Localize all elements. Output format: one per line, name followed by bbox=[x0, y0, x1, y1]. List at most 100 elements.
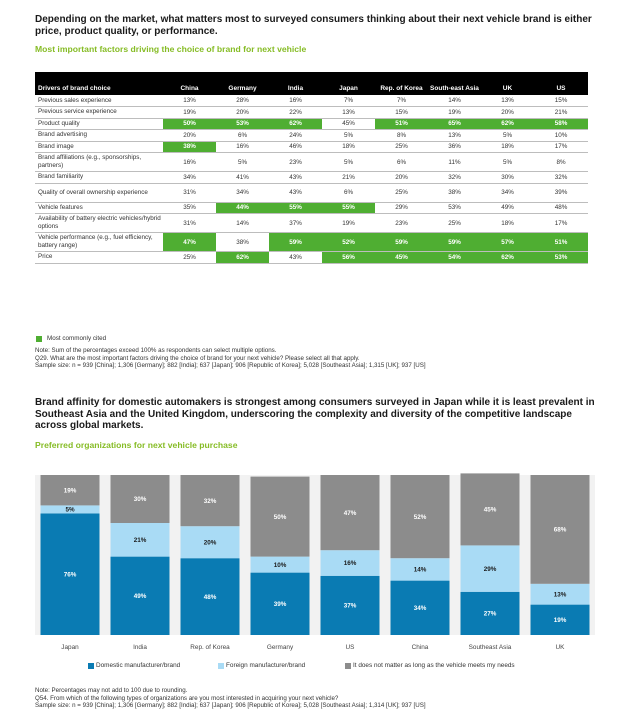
table-cell: 15% bbox=[375, 106, 428, 119]
table-cell: 18% bbox=[481, 213, 534, 233]
data-label: 32% bbox=[204, 498, 217, 505]
data-label: 29% bbox=[484, 566, 497, 573]
row-label: Previous service experience bbox=[35, 106, 163, 119]
table-cell: 52% bbox=[322, 232, 375, 252]
table-cell: 49% bbox=[481, 202, 534, 214]
legend-swatch-foreign bbox=[218, 662, 224, 669]
table-row: Previous sales experience 13% 28% 16% 7% 7% 14… bbox=[35, 95, 588, 107]
table-cell: 43% bbox=[269, 171, 322, 184]
table-cell: 10% bbox=[534, 129, 588, 142]
legend-label-no-matter: It does not matter as long as the vehicl… bbox=[353, 662, 515, 669]
bar-segment bbox=[320, 575, 380, 635]
table-cell: 38% bbox=[163, 141, 216, 153]
table-cell: 53% bbox=[428, 202, 481, 214]
table-cell: 53% bbox=[534, 251, 588, 264]
table-cell: 5% bbox=[481, 152, 534, 172]
bar-segment bbox=[320, 550, 380, 576]
section2-notes: Note: Percentages may not add to 100 due… bbox=[35, 687, 615, 710]
bar-segment bbox=[530, 583, 590, 605]
note-line: Q29. What are the most important factors… bbox=[35, 354, 360, 362]
bar-segment bbox=[40, 475, 100, 506]
table-cell: 13% bbox=[163, 95, 216, 107]
category-label: China bbox=[412, 644, 429, 651]
table-cell: 44% bbox=[216, 202, 269, 214]
table-row: Previous service experience 19% 20% 22% 13% 1… bbox=[35, 106, 588, 119]
table-cell: 19% bbox=[428, 106, 481, 119]
bar-segment bbox=[40, 513, 100, 635]
data-label: 49% bbox=[134, 593, 147, 600]
table-cell: 5% bbox=[481, 129, 534, 142]
table-cell: 39% bbox=[534, 183, 588, 203]
data-label: 16% bbox=[344, 560, 357, 567]
table-cell: 20% bbox=[216, 106, 269, 119]
table-cell: 62% bbox=[481, 118, 534, 130]
row-label: Quality of overall ownership experience bbox=[35, 183, 163, 203]
category-label: Southeast Asia bbox=[469, 644, 512, 651]
table-cell: 16% bbox=[216, 141, 269, 153]
table-cell: 31% bbox=[163, 213, 216, 233]
table-cell: 65% bbox=[428, 118, 481, 130]
table-cell: 45% bbox=[375, 251, 428, 264]
category-label: US bbox=[346, 644, 355, 651]
table-cell: 58% bbox=[534, 118, 588, 130]
data-label: 14% bbox=[414, 567, 427, 574]
table-cell: 25% bbox=[375, 141, 428, 153]
table-row: Price 25% 62% 43% 56% 45% 54% 62% 53% bbox=[35, 251, 588, 264]
table-cell: 25% bbox=[428, 213, 481, 233]
table-cell: 32% bbox=[428, 171, 481, 184]
bar-segment bbox=[460, 473, 520, 546]
bar-segment bbox=[530, 604, 590, 635]
table-cell: 59% bbox=[269, 232, 322, 252]
table-cell: 47% bbox=[163, 232, 216, 252]
category-label: Japan bbox=[61, 644, 79, 651]
table-cell: 20% bbox=[163, 129, 216, 142]
table-cell: 62% bbox=[216, 251, 269, 264]
table-cell: 29% bbox=[375, 202, 428, 214]
note-line: Sample size: n = 939 [China]; 1,306 [Ger… bbox=[35, 702, 426, 710]
table-cell: 23% bbox=[375, 213, 428, 233]
table-cell: 34% bbox=[481, 183, 534, 203]
table-header-column: US bbox=[534, 72, 588, 95]
data-label: 50% bbox=[274, 514, 287, 521]
legend-item-foreign: Foreign manufacturer/brand bbox=[218, 662, 305, 669]
table-header-column: UK bbox=[481, 72, 534, 95]
table-cell: 13% bbox=[428, 129, 481, 142]
table-cell: 62% bbox=[269, 118, 322, 130]
table-header-column: India bbox=[269, 72, 322, 95]
table-cell: 38% bbox=[216, 232, 269, 252]
table-cell: 13% bbox=[481, 95, 534, 107]
row-label: Vehicle features bbox=[35, 202, 163, 214]
data-label: 19% bbox=[554, 617, 567, 624]
row-label: Brand advertising bbox=[35, 129, 163, 142]
table-row: Availability of battery electric vehicle… bbox=[35, 213, 588, 233]
table-row: Vehicle features 35% 44% 55% 55% 29% 53% 49% 48% bbox=[35, 202, 588, 214]
table-cell: 51% bbox=[534, 232, 588, 252]
table-cell: 38% bbox=[428, 183, 481, 203]
bar-segment bbox=[110, 475, 170, 523]
bar-segment bbox=[390, 558, 450, 581]
row-label: Price bbox=[35, 251, 163, 264]
table-header-column: China bbox=[163, 72, 216, 95]
table-cell: 56% bbox=[322, 251, 375, 264]
table-cell: 30% bbox=[481, 171, 534, 184]
table-cell: 15% bbox=[534, 95, 588, 107]
note-line: Note: Sum of the percentages exceed 100%… bbox=[35, 347, 277, 354]
table-header-column: Germany bbox=[216, 72, 269, 95]
table-cell: 19% bbox=[322, 213, 375, 233]
table-cell: 21% bbox=[322, 171, 375, 184]
table-cell: 59% bbox=[428, 232, 481, 252]
row-label: Previous sales experience bbox=[35, 95, 163, 107]
table-cell: 34% bbox=[163, 171, 216, 184]
table-cell: 51% bbox=[375, 118, 428, 130]
table-cell: 36% bbox=[428, 141, 481, 153]
bar-segment bbox=[320, 475, 380, 551]
table-header-label: Drivers of brand choice bbox=[35, 72, 163, 95]
data-label: 45% bbox=[484, 507, 497, 514]
table-cell: 41% bbox=[216, 171, 269, 184]
table-cell: 7% bbox=[375, 95, 428, 107]
category-label: Rep. of Korea bbox=[190, 644, 230, 651]
table-cell: 57% bbox=[481, 232, 534, 252]
row-label: Brand familiarity bbox=[35, 171, 163, 184]
table-cell: 54% bbox=[428, 251, 481, 264]
